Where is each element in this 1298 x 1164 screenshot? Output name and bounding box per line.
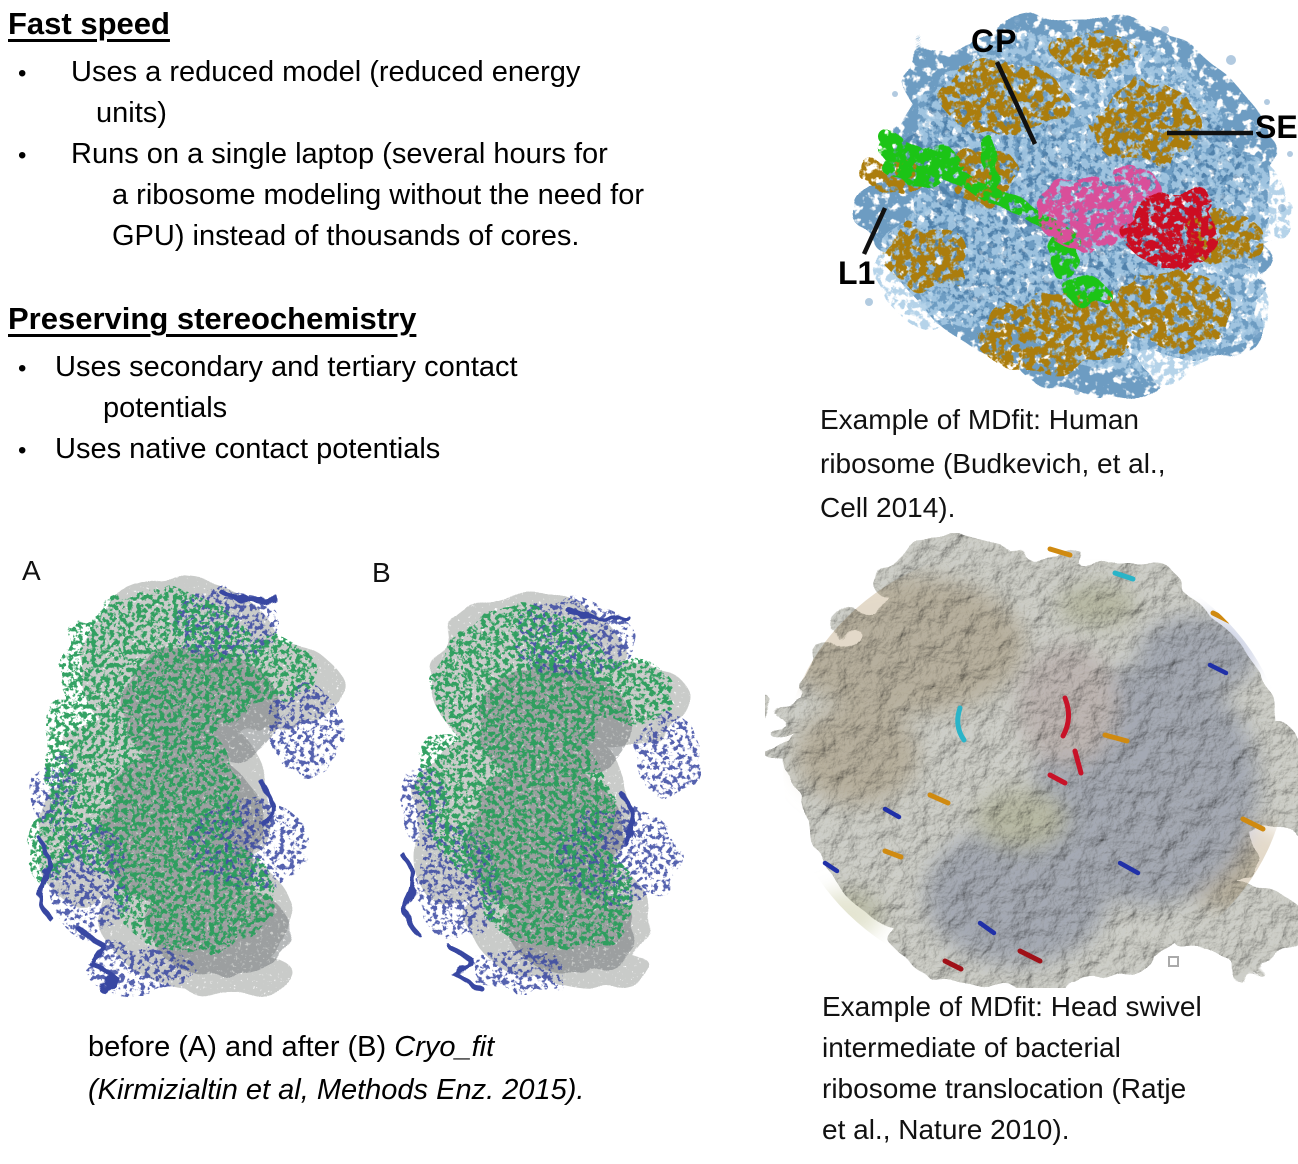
figure-cryofit-after [368, 555, 708, 995]
figure-label-cp: CP [971, 23, 1018, 59]
cryofit-before-illustration [28, 580, 340, 997]
heading-fast-speed: Fast speed [8, 6, 170, 41]
stereochemistry-list: • Uses secondary and tertiary contact po… [8, 347, 798, 470]
bullet-item: • Uses native contact potentials [8, 429, 798, 470]
figure-human-ribosome [835, 2, 1298, 400]
bullet-marker: • [18, 60, 27, 87]
figure-head-swivel [765, 533, 1298, 988]
bullet-text-line: Runs on a single laptop (several hours f… [71, 138, 608, 170]
bullet-item: • Runs on a single laptop (several hours… [8, 134, 798, 257]
bullet-marker: • [18, 142, 27, 169]
caption-line: before (A) and after (B) Cryo_fit [88, 1031, 495, 1063]
bullet-marker: • [18, 355, 27, 382]
bullet-item: • Uses secondary and tertiary contact po… [8, 347, 798, 429]
caption-line: intermediate of bacterial [822, 1032, 1121, 1063]
edge-specks [865, 17, 1293, 395]
figure-cryofit-before [10, 550, 350, 1000]
caption-line: (Kirmizialtin et al, Methods Enz. 2015). [88, 1074, 585, 1106]
l1-pointer-line [861, 207, 888, 255]
blue-helix-strokes [400, 607, 636, 992]
caption-line: et al., Nature 2010). [822, 1114, 1070, 1145]
figure-label-se: SE [1255, 109, 1298, 145]
bullet-text-line: Uses a reduced model (reduced energy [71, 56, 581, 88]
bullet-text-line: Uses native contact potentials [55, 433, 441, 465]
figure-label-l1: L1 [838, 255, 876, 291]
caption-line: ribosome (Budkevich, et al., [820, 448, 1166, 479]
protein-mesh-gold [863, 30, 1263, 374]
pink-factor [1035, 166, 1157, 248]
scale-marker [1168, 956, 1179, 967]
panel-label-a: A [22, 555, 41, 586]
caption-line: Example of MDfit: Head swivel [822, 991, 1202, 1022]
bullet-text-line: Uses secondary and tertiary contact [55, 351, 518, 383]
surface-tints [785, 575, 1287, 965]
head-swivel-illustration [765, 545, 1298, 988]
panel-label-b: B [372, 557, 391, 588]
fast-speed-list: • Uses a reduced model (reduced energy u… [8, 52, 798, 257]
cp-pointer-line [994, 61, 1038, 145]
caption-human-ribosome: Example of MDfit: Human ribosome (Budkev… [820, 398, 1166, 530]
cryofit-after-illustration [399, 590, 700, 992]
pointer-lines [861, 61, 1253, 255]
heading-preserving-stereochemistry: Preserving stereochemistry [8, 301, 417, 336]
green-ribbons [415, 607, 673, 950]
section-preserving-stereochemistry: Preserving stereochemistry • Uses second… [8, 299, 798, 470]
bullet-text-line: a ribosome modeling without the need for [112, 179, 644, 211]
section-fast-speed: Fast speed • Uses a reduced model (reduc… [8, 4, 798, 257]
bullet-marker: • [18, 437, 27, 464]
green-ribbons [28, 590, 315, 953]
bullet-text-line: GPU) instead of thousands of cores. [112, 220, 580, 252]
caption-line: ribosome translocation (Ratje [822, 1073, 1187, 1104]
caption-head-swivel: Example of MDfit: Head swivel intermedia… [822, 986, 1202, 1150]
caption-line: Example of MDfit: Human [820, 404, 1139, 435]
blue-helix-strokes [37, 587, 279, 995]
bullet-item: • Uses a reduced model (reduced energy u… [8, 52, 798, 134]
human-ribosome-illustration [855, 17, 1293, 396]
caption-line: Cell 2014). [820, 492, 956, 523]
bullet-text-line: units) [96, 97, 167, 129]
bullet-text-line: potentials [103, 392, 228, 424]
red-factor [1125, 186, 1213, 268]
caption-cryofit: before (A) and after (B) Cryo_fit (Kirmi… [88, 1026, 584, 1112]
fitted-fragments [822, 546, 1266, 972]
